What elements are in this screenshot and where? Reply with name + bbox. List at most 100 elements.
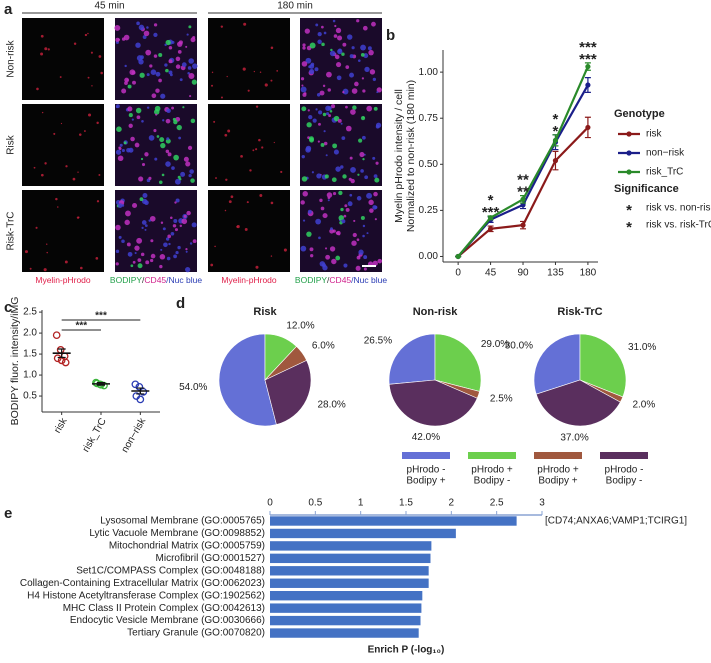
cell xyxy=(149,215,156,222)
cell xyxy=(300,200,305,205)
legend-label: risk_TrC xyxy=(646,167,683,178)
cell xyxy=(132,80,136,85)
cell xyxy=(149,64,153,68)
cell xyxy=(322,213,328,219)
pie-value-label: 30.0% xyxy=(505,341,533,352)
pie-value-label: 6.0% xyxy=(312,341,335,352)
cell xyxy=(334,54,340,60)
cell xyxy=(55,197,58,201)
data-point xyxy=(520,196,526,202)
cell xyxy=(270,46,274,50)
cell xyxy=(141,220,147,225)
data-point xyxy=(61,358,70,367)
cell xyxy=(72,177,76,181)
cell xyxy=(114,25,121,31)
cell xyxy=(121,239,125,243)
cell xyxy=(146,106,150,109)
legend-label: risk vs. risk-TrC xyxy=(646,220,711,231)
cell xyxy=(150,258,154,263)
cell xyxy=(342,42,347,47)
cell xyxy=(318,110,323,115)
panel-letter: a xyxy=(4,1,13,18)
legend-swatch xyxy=(534,452,582,459)
cell xyxy=(77,171,79,173)
legend-title: Significance xyxy=(614,183,679,195)
cell xyxy=(182,106,185,109)
bar-annotation: [CD74;ANXA6;VAMP1;TCIRG1] xyxy=(545,516,687,527)
pie-slice xyxy=(388,333,436,385)
cell xyxy=(350,109,356,115)
cell xyxy=(138,176,144,182)
cell xyxy=(115,224,121,231)
x-tick-label: 2.5 xyxy=(490,498,504,509)
cell xyxy=(345,105,348,109)
x-tick-label: 3 xyxy=(539,498,545,509)
cell xyxy=(230,195,234,199)
bar xyxy=(270,566,429,576)
cell xyxy=(224,209,227,212)
cell xyxy=(363,255,368,260)
cell xyxy=(128,123,133,128)
cell xyxy=(373,106,378,111)
y-axis-label: Normalized to non-risk (180 min) xyxy=(405,80,417,232)
cell xyxy=(366,192,373,199)
cell xyxy=(304,28,310,34)
cell xyxy=(376,87,382,93)
cell xyxy=(316,173,322,179)
significance-stars: * xyxy=(553,111,559,128)
bar xyxy=(270,578,429,588)
cell xyxy=(179,178,182,181)
cell xyxy=(151,93,157,99)
cell xyxy=(349,54,354,59)
cell xyxy=(302,219,306,222)
legend-label: Bodipy + xyxy=(538,476,577,487)
cell xyxy=(324,247,328,250)
cell xyxy=(211,84,214,87)
cell xyxy=(319,198,323,203)
legend-label: pHrodo - xyxy=(407,465,446,476)
cell xyxy=(165,237,170,241)
cell xyxy=(141,226,144,230)
cell xyxy=(186,210,191,216)
y-tick-label: 1.0 xyxy=(23,370,37,381)
category-label: MHC Class II Protein Complex (GO:0042613… xyxy=(63,603,265,614)
cell xyxy=(332,229,336,233)
category-label: Mitochondrial Matrix (GO:0005759) xyxy=(109,541,265,552)
x-tick-label: 0 xyxy=(455,268,461,279)
cell xyxy=(340,122,343,125)
legend-label: pHrodo - xyxy=(605,465,644,476)
micrograph xyxy=(300,104,382,186)
cell xyxy=(185,248,188,251)
channel-part: Myelin-pHrodo xyxy=(35,275,91,285)
channel-label: BODIPY/CD45/Nuc blue xyxy=(295,275,387,285)
cell xyxy=(311,171,314,174)
cell xyxy=(308,65,312,69)
cell xyxy=(350,178,355,184)
cell xyxy=(340,207,344,212)
cell xyxy=(338,48,342,53)
cell xyxy=(129,69,136,76)
cell xyxy=(76,216,80,219)
cell xyxy=(375,161,379,165)
significance-stars: * xyxy=(553,123,559,140)
cell xyxy=(366,232,369,235)
cell xyxy=(121,88,127,94)
row-label: Non-risk xyxy=(6,39,17,77)
cell xyxy=(100,71,103,75)
cell xyxy=(130,136,135,142)
cell xyxy=(165,68,169,73)
cell xyxy=(371,21,376,27)
cell xyxy=(349,72,354,78)
category-label: Lytic Vacuole Membrane (GO:0098852) xyxy=(89,528,265,539)
cell xyxy=(40,173,44,177)
cell xyxy=(322,84,326,88)
cell xyxy=(327,106,332,111)
cell xyxy=(124,64,127,68)
cell xyxy=(167,234,171,239)
cell xyxy=(309,247,314,252)
cell xyxy=(186,33,189,36)
cell xyxy=(192,63,198,69)
cell xyxy=(315,218,322,225)
cell xyxy=(123,141,127,145)
